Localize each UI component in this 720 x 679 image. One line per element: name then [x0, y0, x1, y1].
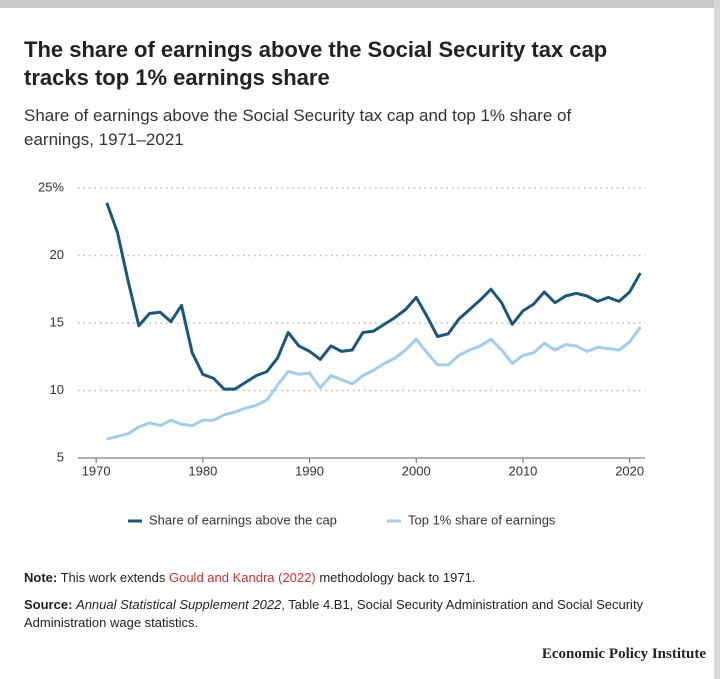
chart-subtitle: Share of earnings above the Social Secur… [24, 106, 572, 125]
y-tick-label: 20 [50, 247, 64, 262]
note-link[interactable]: Gould and Kandra (2022) [168, 570, 316, 585]
source-title: Annual Statistical Supplement 2022 [76, 597, 282, 612]
frame [714, 0, 720, 679]
x-tick-label: 2020 [615, 463, 644, 478]
chart-subtitle: earnings, 1971–2021 [24, 130, 184, 149]
note-text: methodology back to 1971. [315, 570, 476, 585]
source: Source: Annual Statistical Supplement 20… [24, 596, 674, 632]
chart-title: tracks top 1% earnings share [24, 65, 330, 90]
x-tick-label: 2000 [402, 463, 431, 478]
source-label: Source: [24, 597, 73, 612]
x-tick-label: 1990 [295, 463, 324, 478]
frame [0, 0, 720, 8]
y-tick-label: 5 [57, 449, 64, 464]
legend-label: Share of earnings above the cap [149, 512, 337, 527]
y-tick-label: 10 [50, 382, 64, 397]
series-line [106, 326, 642, 441]
y-tick-label: 15 [50, 314, 64, 329]
note-text: This work extends [60, 570, 169, 585]
brand: Economic Policy Institute [541, 646, 706, 662]
chart-title: The share of earnings above the Social S… [24, 37, 608, 62]
x-tick-label: 1980 [188, 463, 217, 478]
chart: 25% 20 15 10 5 1970 1980 1990 2000 2010 2020 Share … [38, 179, 645, 527]
note: Note: This work extends Gould and Kandra… [24, 569, 674, 587]
note-label: Note: [24, 570, 58, 585]
x-tick-label: 2010 [508, 463, 537, 478]
x-tick-label: 1970 [82, 463, 111, 478]
y-tick-label: 25% [38, 179, 64, 194]
series-line [105, 202, 642, 391]
legend-label: Top 1% share of earnings [408, 512, 556, 527]
source-text: , Table 4.B1, Social Security Administra… [24, 597, 644, 630]
